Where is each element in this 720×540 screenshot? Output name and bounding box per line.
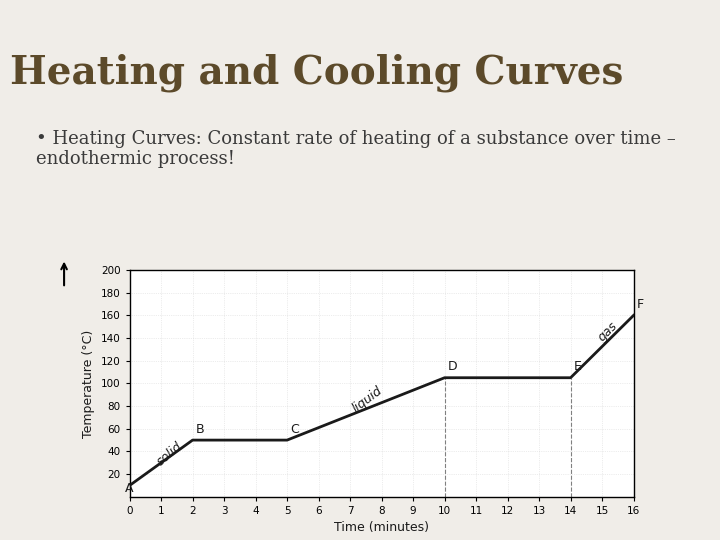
- Text: Heating and Cooling Curves: Heating and Cooling Curves: [10, 54, 624, 92]
- Text: C: C: [290, 423, 299, 436]
- Text: D: D: [448, 360, 457, 373]
- Text: F: F: [636, 298, 644, 311]
- X-axis label: Time (minutes): Time (minutes): [334, 522, 429, 535]
- Text: liquid: liquid: [350, 384, 385, 415]
- Text: • Heating Curves: Constant rate of heating of a substance over time – endothermi: • Heating Curves: Constant rate of heati…: [36, 130, 676, 168]
- Y-axis label: Temperature (°C): Temperature (°C): [82, 329, 95, 437]
- Text: A: A: [125, 482, 133, 495]
- Text: B: B: [196, 423, 204, 436]
- Text: solid: solid: [155, 440, 185, 468]
- Text: E: E: [574, 360, 582, 373]
- Text: gas: gas: [596, 319, 621, 343]
